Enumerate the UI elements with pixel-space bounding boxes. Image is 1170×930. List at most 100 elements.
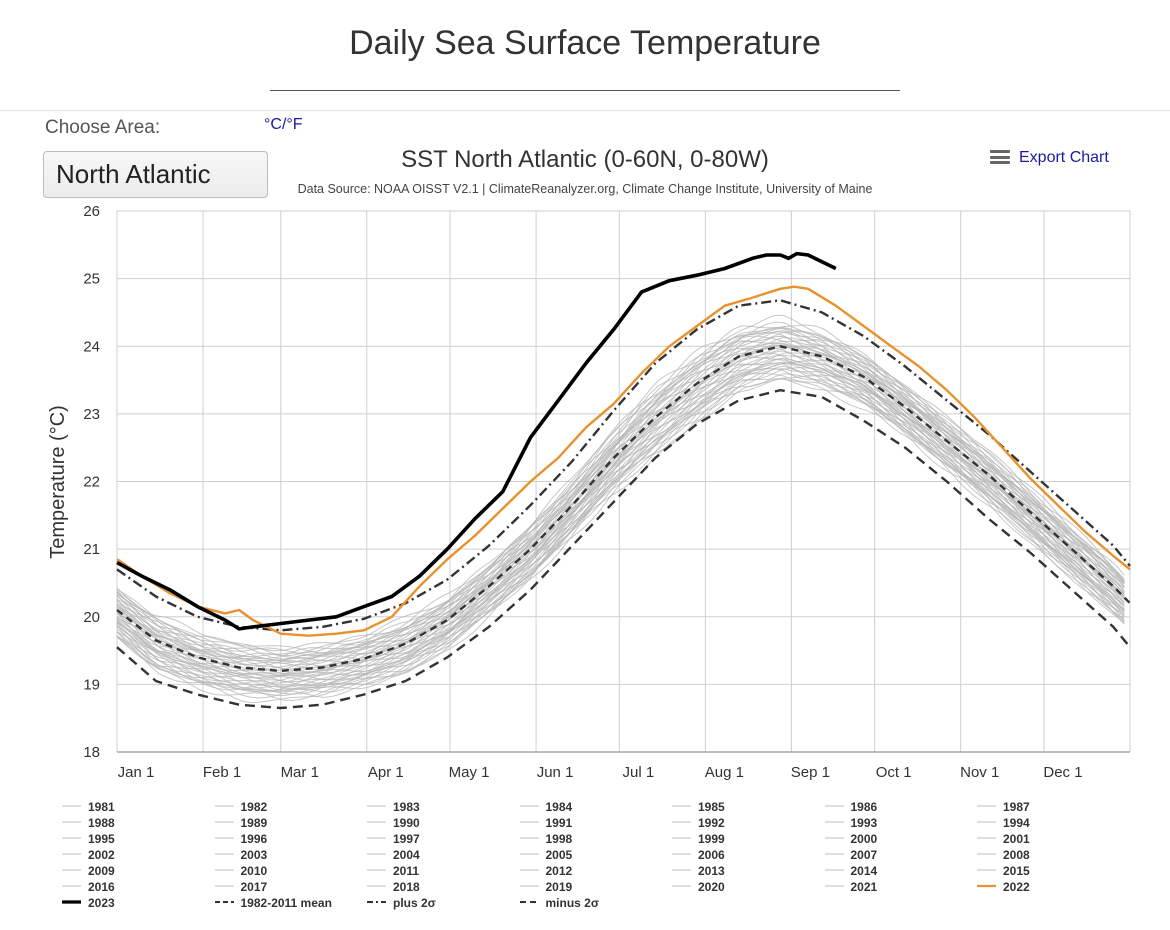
legend-label: 2001	[1003, 832, 1030, 846]
legend-label: 2005	[545, 848, 573, 862]
export-chart-button[interactable]: Export Chart	[990, 149, 1109, 167]
historical-year-line	[116, 357, 1125, 678]
historical-year-line	[116, 362, 1125, 695]
header-divider	[0, 110, 1170, 111]
legend-swatch	[367, 821, 386, 823]
y-tick-label: 24	[83, 338, 100, 355]
legend-swatch	[977, 884, 996, 888]
legend-label: 1997	[393, 832, 420, 846]
legend-label: plus 2σ	[393, 896, 436, 910]
y-tick-label: 22	[83, 474, 100, 491]
x-tick-label: Apr 1	[368, 764, 404, 781]
legend-swatch	[672, 837, 691, 839]
legend-label: 1981	[88, 800, 115, 814]
y-tick-label: 26	[83, 203, 100, 220]
legend-swatch	[62, 885, 81, 887]
legend-label: 2017	[240, 880, 268, 894]
historical-year-line	[116, 339, 1125, 667]
legend-swatch	[367, 901, 386, 903]
legend-label: 1995	[88, 832, 115, 846]
historical-year-line	[116, 336, 1125, 659]
legend-swatch	[824, 837, 844, 839]
historical-year-line	[116, 350, 1125, 688]
y-axis-title: Temperature (°C)	[47, 405, 69, 559]
legend-label: 2021	[850, 880, 878, 894]
legend-swatch	[214, 805, 234, 807]
legend-label: 1992	[698, 816, 725, 830]
legend-swatch	[367, 869, 386, 871]
menu-icon	[990, 150, 1010, 164]
historical-year-line	[116, 361, 1125, 689]
unit-toggle-link[interactable]: °C/°F	[264, 116, 303, 133]
x-tick-label: Jan 1	[118, 764, 155, 781]
historical-year-line	[116, 335, 1125, 674]
legend-label: 1994	[1003, 816, 1030, 830]
legend-label: 1984	[545, 800, 573, 814]
chart-subtitle: Data Source: NOAA OISST V2.1 | ClimateRe…	[297, 182, 873, 196]
historical-year-line	[116, 331, 1125, 662]
legend-label: 1982	[240, 800, 268, 814]
historical-year-line	[116, 368, 1125, 693]
legend-swatch	[519, 853, 539, 855]
historical-year-line	[116, 372, 1125, 699]
legend-swatch	[824, 805, 844, 807]
legend-label: 2007	[850, 848, 878, 862]
legend-swatch	[824, 869, 844, 871]
legend-label: 2018	[393, 880, 420, 894]
y-tick-label: 19	[83, 676, 100, 693]
x-tick-label: Mar 1	[281, 764, 319, 781]
legend-swatch	[214, 869, 234, 871]
legend-swatch	[62, 805, 81, 807]
series-lines	[116, 251, 1131, 710]
legend-swatch	[977, 869, 996, 871]
historical-year-line	[116, 340, 1125, 672]
legend-label: 2016	[88, 880, 115, 894]
chart-title: SST North Atlantic (0-60N, 0-80W)	[401, 146, 769, 173]
historical-year-line	[116, 314, 1125, 657]
x-tick-label: Aug 1	[705, 764, 744, 781]
x-tick-label: Feb 1	[203, 764, 241, 781]
legend-swatch	[62, 900, 81, 904]
y-tick-label: 25	[83, 271, 100, 288]
legend-swatch	[672, 821, 691, 823]
legend-label: 1985	[698, 800, 725, 814]
y-tick-label: 21	[83, 541, 100, 558]
legend-swatch	[519, 805, 539, 807]
legend-label: 2000	[850, 832, 878, 846]
page-title: Daily Sea Surface Temperature	[349, 24, 821, 62]
area-select[interactable]: North Atlantic	[43, 151, 268, 198]
legend-swatch	[62, 837, 81, 839]
historical-year-line	[116, 327, 1125, 652]
legend-label: 1988	[88, 816, 115, 830]
x-tick-label: Nov 1	[960, 764, 999, 781]
y-tick-label: 20	[83, 609, 100, 626]
legend-label: 1993	[850, 816, 878, 830]
legend-swatch	[519, 821, 539, 823]
historical-year-line	[116, 368, 1125, 692]
historical-year-line	[116, 342, 1125, 664]
choose-area-label: Choose Area:	[45, 117, 161, 138]
historical-year-line	[116, 358, 1125, 691]
legend-swatch	[672, 805, 691, 807]
legend-swatch	[519, 885, 539, 887]
legend-swatch	[824, 885, 844, 887]
legend-label: 1989	[240, 816, 268, 830]
historical-year-line	[116, 375, 1125, 698]
legend-label: 2013	[698, 864, 725, 878]
legend-swatch	[519, 837, 539, 839]
export-chart-label: Export Chart	[1019, 149, 1109, 166]
legend-label: 2020	[698, 880, 725, 894]
axes: 18 19 20 21 22 23 24 25 26 Jan 1 Feb 1 Mar 1 Apr 1 Ma…	[83, 203, 1130, 781]
legend-swatch	[214, 901, 234, 903]
legend-swatch	[214, 837, 234, 839]
series-line-minus-2-	[116, 389, 1131, 710]
legend-swatch	[672, 885, 691, 887]
legend-swatch	[672, 869, 691, 871]
legend-label: 1999	[698, 832, 725, 846]
legend-swatch	[62, 869, 81, 871]
legend-swatch	[367, 837, 386, 839]
historical-year-lines	[116, 314, 1125, 703]
legend-swatch	[824, 821, 844, 823]
legend-label: 1991	[545, 816, 573, 830]
x-tick-label: Sep 1	[791, 764, 830, 781]
